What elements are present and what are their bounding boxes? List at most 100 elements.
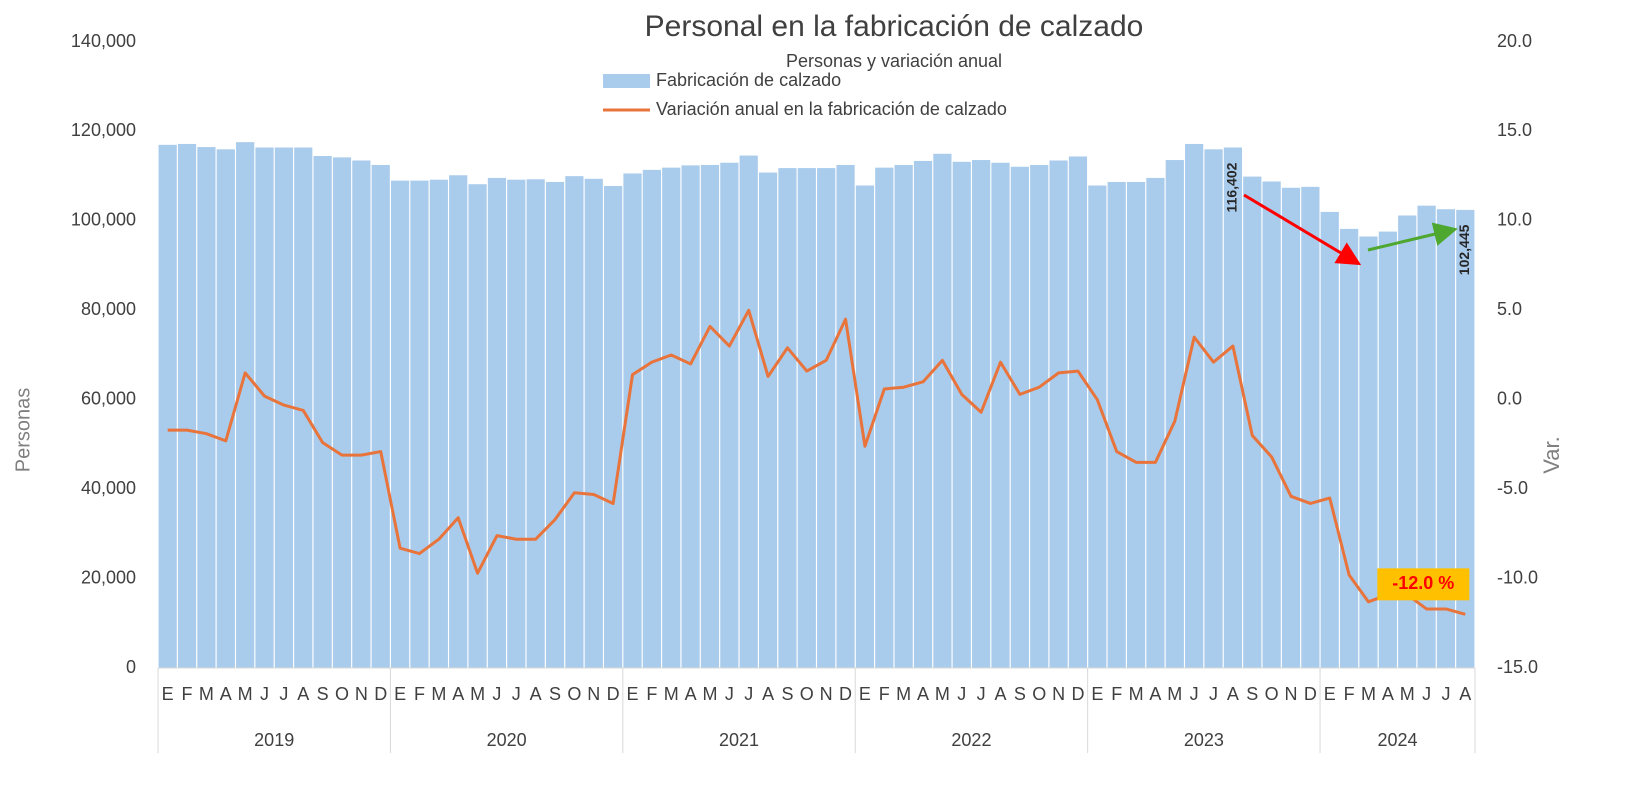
x-tick-label: S: [1014, 684, 1026, 704]
bar: [836, 164, 855, 668]
bar: [758, 172, 778, 668]
x-tick-label: F: [646, 684, 657, 704]
bar: [933, 153, 952, 669]
bar: [1417, 205, 1436, 668]
x-tick-label: A: [994, 684, 1006, 704]
x-tick-label: N: [587, 684, 600, 704]
bar: [158, 144, 177, 669]
bar: [294, 147, 313, 669]
x-tick-label: J: [977, 684, 986, 704]
x-tick-label: M: [470, 684, 485, 704]
x-tick-label: D: [374, 684, 387, 704]
year-label: 2024: [1378, 730, 1418, 750]
x-tick-label: M: [431, 684, 446, 704]
x-tick-label: D: [839, 684, 852, 704]
data-label-box: [1377, 568, 1470, 601]
x-tick-label: J: [1422, 684, 1431, 704]
x-tick-label: D: [607, 684, 620, 704]
bar: [1378, 231, 1397, 669]
bar: [1436, 209, 1456, 668]
arrow: [1243, 193, 1362, 266]
x-tick-label: A: [530, 684, 542, 704]
x-tick-label: J: [1190, 684, 1199, 704]
y2-tick-label: 0.0: [1497, 388, 1522, 408]
x-tick-label: E: [1091, 684, 1103, 704]
x-tick-label: A: [1227, 684, 1239, 704]
bar: [236, 142, 255, 668]
chart-subtitle: Personas y variación anual: [786, 51, 1002, 71]
bar: [468, 184, 487, 669]
bar: [371, 164, 390, 668]
bar: [410, 180, 429, 668]
year-label: 2023: [1184, 730, 1224, 750]
x-tick-label: N: [1052, 684, 1065, 704]
x-tick-label: F: [414, 684, 425, 704]
x-tick-label: O: [567, 684, 581, 704]
data-label: -12.0 %: [1392, 573, 1454, 593]
x-tick-label: D: [1071, 684, 1084, 704]
x-tick-label: J: [492, 684, 501, 704]
bar: [449, 175, 468, 668]
bar: [313, 156, 332, 668]
x-tick-label: A: [762, 684, 774, 704]
x-tick-label: M: [664, 684, 679, 704]
x-tick-label: E: [394, 684, 406, 704]
bar: [855, 185, 875, 669]
x-tick-label: M: [702, 684, 717, 704]
y2-tick-label: 10.0: [1497, 210, 1532, 230]
bar: [545, 181, 565, 668]
x-tick-label: E: [1324, 684, 1336, 704]
legend-swatch: [603, 74, 650, 88]
x-tick-label: A: [1459, 684, 1471, 704]
bar: [1049, 160, 1068, 668]
bar: [1398, 215, 1417, 668]
x-tick-label: J: [744, 684, 753, 704]
bar: [584, 178, 603, 668]
bar: [604, 185, 623, 669]
bar: [1359, 236, 1378, 668]
y-tick-label: 60,000: [81, 388, 136, 408]
x-tick-label: A: [917, 684, 929, 704]
y-tick-label: 0: [126, 657, 136, 677]
bar: [952, 161, 971, 668]
bar: [274, 147, 293, 669]
x-tick-label: E: [626, 684, 638, 704]
bar: [913, 160, 933, 668]
data-label: 116,402: [1224, 162, 1240, 212]
bar: [197, 147, 216, 669]
bar: [681, 165, 700, 668]
x-tick-label: D: [1304, 684, 1317, 704]
bar: [352, 160, 371, 668]
y-tick-label: 80,000: [81, 299, 136, 319]
bar: [390, 180, 410, 668]
x-tick-label: N: [1285, 684, 1298, 704]
bar: [1165, 160, 1184, 668]
y2-tick-label: 15.0: [1497, 120, 1532, 140]
bar: [1107, 181, 1126, 668]
bar: [255, 147, 274, 669]
x-tick-label: A: [685, 684, 697, 704]
y2-tick-label: -5.0: [1497, 478, 1528, 498]
bar: [1243, 176, 1262, 668]
legend-label: Fabricación de calzado: [656, 70, 841, 90]
x-tick-label: J: [957, 684, 966, 704]
y-axis-title: Personas: [12, 388, 34, 473]
bar: [894, 164, 913, 668]
bar: [991, 162, 1010, 668]
line: [167, 308, 1466, 616]
x-tick-label: F: [182, 684, 193, 704]
bar: [332, 157, 352, 668]
x-tick-label: A: [297, 684, 309, 704]
bar: [642, 169, 661, 668]
year-label: 2021: [719, 730, 759, 750]
y2-tick-label: 5.0: [1497, 299, 1522, 319]
y2-tick-label: -10.0: [1497, 567, 1538, 587]
bar: [526, 179, 545, 668]
bar: [1223, 147, 1243, 668]
x-tick-label: M: [896, 684, 911, 704]
bar: [817, 168, 836, 668]
bar: [1301, 186, 1320, 669]
bar: [972, 160, 991, 668]
x-tick-label: A: [220, 684, 232, 704]
